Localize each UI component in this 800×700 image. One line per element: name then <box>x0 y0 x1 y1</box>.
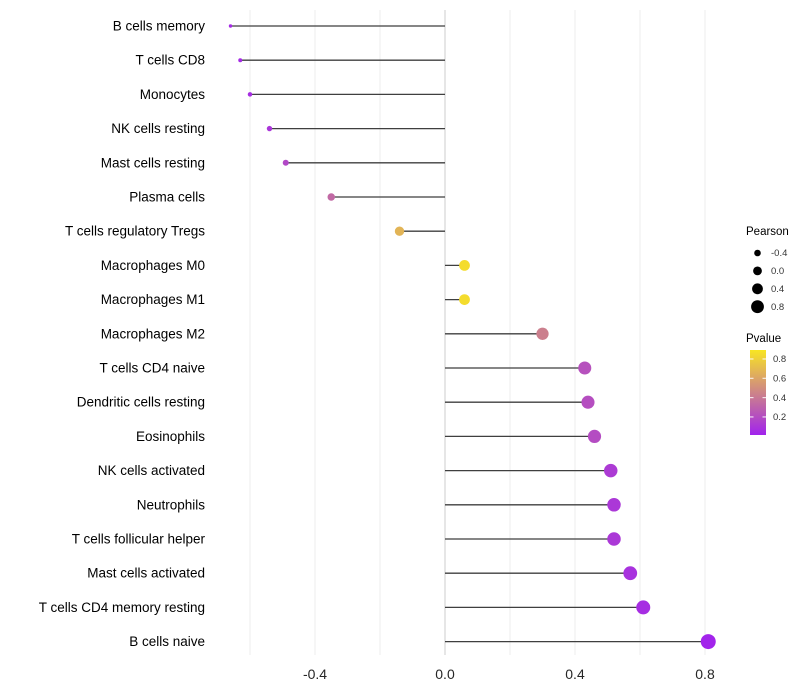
pvalue-gradient-ticks: 0.8 0.6 0.4 0.2 <box>750 354 786 423</box>
category-label: T cells CD4 naive <box>99 361 205 376</box>
category-labels: B cells memory T cells CD8 Monocytes NK cel… <box>39 19 206 650</box>
pvalue-tick-label: 0.6 <box>773 374 786 385</box>
legend-size-dot <box>751 300 764 314</box>
x-tick-label: -0.4 <box>303 666 327 682</box>
lollipop-dot <box>581 395 595 409</box>
legend-size-dot <box>754 249 761 257</box>
x-tick-label: 0.0 <box>435 666 455 682</box>
lollipop-dot <box>700 634 716 650</box>
category-label: Macrophages M1 <box>101 292 205 307</box>
category-label: Monocytes <box>140 87 206 102</box>
lollipop-dot <box>247 92 253 97</box>
lollipop-dot <box>266 125 273 132</box>
category-label: Mast cells resting <box>101 155 205 170</box>
category-label: Macrophages M2 <box>101 326 205 341</box>
legend-size-label: -0.4 <box>771 248 787 259</box>
lollipop-dot <box>327 193 336 201</box>
category-label: NK cells activated <box>98 463 205 478</box>
x-axis-tick-labels: -0.4 0.0 0.4 0.8 <box>303 666 715 682</box>
lollipop-dot <box>282 159 289 166</box>
category-label: Neutrophils <box>137 497 206 512</box>
legend-pearson-size: Pearson -0.4 0.0 0.4 0.8 <box>746 226 789 314</box>
legend-pearson-title: Pearson <box>746 226 789 238</box>
legend-size-label: 0.4 <box>771 284 784 295</box>
legend-size-dot <box>752 283 763 295</box>
legend-size-label: 0.0 <box>771 266 784 277</box>
pvalue-tick-label: 0.2 <box>773 412 786 423</box>
x-tick-label: 0.8 <box>695 666 715 682</box>
lollipop-dot <box>228 24 233 28</box>
lollipop-dot <box>607 532 621 546</box>
lollipop-dot <box>238 58 243 63</box>
lollipop-dot <box>587 429 602 443</box>
lollipops <box>228 24 716 650</box>
legend-size-label: 0.8 <box>771 302 784 313</box>
legend-size-dot <box>753 266 762 276</box>
lollipop-dot <box>636 600 651 615</box>
legend-pvalue-color: Pvalue 0.8 0.6 0.4 0.2 <box>746 333 786 435</box>
pvalue-tick-label: 0.8 <box>773 354 786 365</box>
lollipop-dot <box>459 294 470 305</box>
lollipop-dot <box>604 463 618 478</box>
category-label: B cells memory <box>113 19 206 34</box>
category-label: T cells follicular helper <box>72 532 206 547</box>
category-label: Plasma cells <box>129 190 205 205</box>
category-label: Dendritic cells resting <box>77 395 205 410</box>
category-label: T cells regulatory Tregs <box>65 224 205 239</box>
category-label: B cells naive <box>129 634 205 649</box>
x-tick-label: 0.4 <box>565 666 585 682</box>
lollipop-dot <box>578 361 592 375</box>
category-label: T cells CD4 memory resting <box>39 600 205 615</box>
lollipop-dot <box>536 327 549 340</box>
category-label: NK cells resting <box>111 121 205 136</box>
pvalue-gradient-bar <box>750 350 766 435</box>
pvalue-tick-label: 0.4 <box>773 393 786 404</box>
category-label: Mast cells activated <box>87 566 205 581</box>
lollipop-dot <box>623 566 638 581</box>
lollipop-dot <box>607 498 621 512</box>
lollipop-dot <box>394 226 405 236</box>
lollipop-dot <box>459 260 470 271</box>
gridlines <box>249 10 706 655</box>
category-label: Eosinophils <box>136 429 205 444</box>
legend-pvalue-title: Pvalue <box>746 333 781 345</box>
category-label: T cells CD8 <box>135 53 205 68</box>
category-label: Macrophages M0 <box>101 258 205 273</box>
